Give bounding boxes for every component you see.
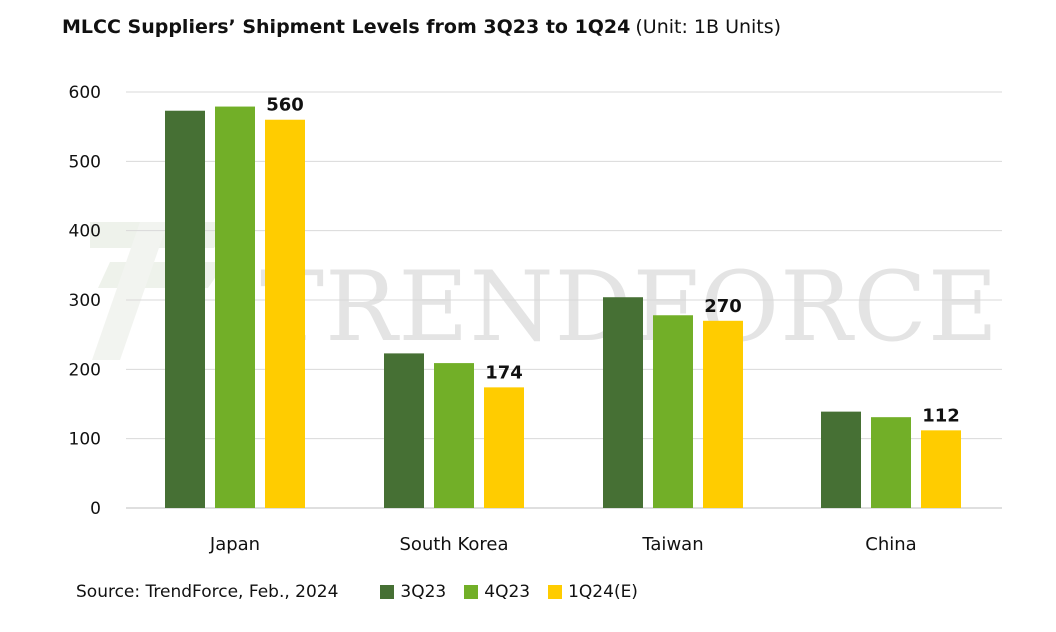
bar (484, 387, 524, 508)
bar (653, 315, 693, 508)
x-tick-label: Japan (209, 534, 260, 555)
legend-swatch (464, 585, 479, 599)
bar (265, 119, 305, 508)
bar (384, 353, 424, 508)
legend-item: 1Q24(E) (548, 582, 638, 602)
data-label: 560 (266, 95, 304, 116)
x-axis-tick-labels: Japan South Korea Taiwan China (209, 534, 917, 555)
data-label: 270 (704, 296, 742, 317)
bar (821, 411, 861, 508)
legend: 3Q23 4Q23 1Q24(E) (380, 582, 656, 602)
y-tick-label: 200 (69, 360, 101, 380)
grid-lines (126, 91, 1002, 509)
chart-title-main: MLCC Suppliers’ Shipment Levels from 3Q2… (62, 16, 631, 38)
bar (165, 110, 205, 508)
y-tick-label: 100 (69, 430, 101, 450)
logo-bar-middle (98, 262, 226, 288)
bar (871, 417, 911, 508)
y-tick-label: 0 (90, 499, 101, 519)
legend-item: 4Q23 (464, 582, 530, 602)
bars (165, 106, 961, 508)
legend-label: 4Q23 (484, 582, 531, 602)
logo-stem (92, 222, 168, 360)
x-tick-label: China (865, 534, 916, 555)
y-tick-label: 300 (69, 291, 101, 311)
x-tick-label: Taiwan (641, 534, 703, 555)
y-axis-tick-labels: 0 100 200 300 400 500 600 (69, 83, 101, 519)
y-tick-label: 500 (69, 152, 101, 172)
x-tick-label: South Korea (399, 534, 508, 555)
bar (434, 363, 474, 508)
trendforce-logo-mark (90, 222, 232, 360)
legend-swatch (548, 585, 563, 599)
data-label: 112 (922, 405, 960, 426)
source-note: Source: TrendForce, Feb., 2024 (76, 582, 339, 602)
chart-title: MLCC Suppliers’ Shipment Levels from 3Q2… (62, 14, 781, 40)
legend-item: 3Q23 (380, 582, 446, 602)
bar (603, 297, 643, 508)
data-labels: 560 174 270 112 (266, 95, 960, 427)
y-tick-label: 600 (69, 83, 101, 103)
y-tick-label: 400 (69, 222, 101, 242)
legend-label: 1Q24(E) (568, 582, 638, 602)
bar (215, 106, 255, 508)
data-label: 174 (485, 362, 523, 383)
legend-label: 3Q23 (400, 582, 447, 602)
bar (703, 320, 743, 508)
footer: Source: TrendForce, Feb., 2024 3Q23 4Q23 1… (76, 578, 656, 606)
bar (921, 430, 961, 508)
chart-title-unit: (Unit: 1B Units) (635, 16, 782, 38)
legend-swatch (380, 585, 395, 599)
